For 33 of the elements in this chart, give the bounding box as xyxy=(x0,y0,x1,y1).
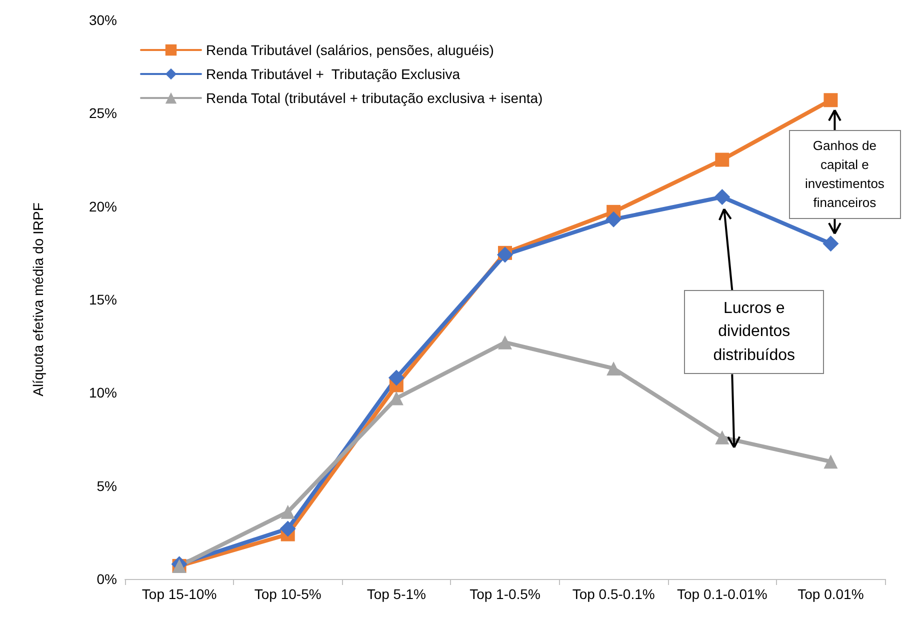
point xyxy=(606,211,622,228)
callout-box: Lucros e dividentos distribuídos xyxy=(684,290,824,374)
point xyxy=(498,335,512,350)
y-tick-label: 10% xyxy=(88,384,117,401)
x-tick-label: Top 5-1% xyxy=(366,586,426,602)
x-tick-label: Top 1-0.5% xyxy=(470,586,540,602)
x-tick-label: Top 0.01% xyxy=(798,586,864,602)
point xyxy=(822,236,839,252)
point xyxy=(606,361,621,376)
point xyxy=(280,520,296,537)
y-tick-label: 25% xyxy=(88,105,117,122)
legend-label: Renda Tributável + Tributação Exclusiva xyxy=(206,66,460,82)
legend-label: Renda Total (tributável + tributação exclusiva + isenta) xyxy=(206,90,543,106)
y-axis-title: Alíquota efetiva média do IRPF xyxy=(30,202,46,396)
legend-label: Renda Tributável (salários, pensões, aluguéis) xyxy=(206,42,494,58)
x-tick-label: Top 0.1-0.01% xyxy=(676,586,768,602)
x-tick-label: Top 0.5-0.1% xyxy=(572,586,655,602)
point xyxy=(714,189,730,206)
point xyxy=(388,370,404,386)
y-tick-label: 5% xyxy=(96,478,117,494)
x-tick-label: Top 10-5% xyxy=(254,586,322,602)
y-tick-label: 0% xyxy=(96,571,117,587)
y-tick-label: 30% xyxy=(88,12,117,28)
y-tick-label: 20% xyxy=(88,198,117,214)
y-tick-label: 15% xyxy=(88,292,117,308)
x-tick-label: Top 15-10% xyxy=(142,586,217,602)
point xyxy=(497,246,513,263)
point xyxy=(715,152,730,167)
point xyxy=(280,504,295,519)
point xyxy=(824,93,838,108)
callout-box: Ganhos de capital e investimentos financeiros xyxy=(788,130,901,220)
point xyxy=(824,454,838,469)
point xyxy=(715,430,730,444)
